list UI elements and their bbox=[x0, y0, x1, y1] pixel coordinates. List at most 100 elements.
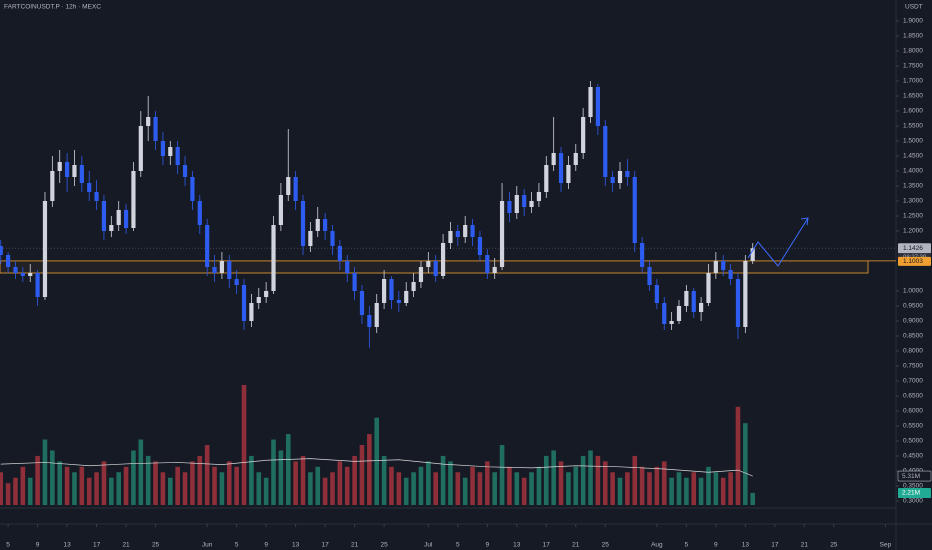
candle-body bbox=[367, 315, 372, 327]
volume-bar bbox=[160, 472, 166, 505]
candle-body bbox=[743, 261, 748, 327]
volume-bar bbox=[50, 450, 55, 505]
volume-bar bbox=[543, 455, 549, 505]
y-tick-label: 0.8000 bbox=[903, 348, 923, 355]
volume-bar bbox=[728, 472, 733, 505]
candle-body bbox=[278, 195, 283, 225]
volume-bar bbox=[698, 477, 704, 505]
candle-body bbox=[529, 201, 534, 207]
candle-body bbox=[433, 261, 438, 276]
volume-bar bbox=[212, 466, 217, 505]
x-tick-label: 5 bbox=[456, 542, 460, 549]
volume-bar bbox=[94, 472, 99, 505]
volume-bar bbox=[0, 472, 4, 505]
x-tick-label: 9 bbox=[264, 542, 268, 549]
candle-body bbox=[440, 243, 446, 276]
symbol-title: FARTCOINUSDT.P · 12h · MEXC bbox=[4, 4, 101, 11]
candle-body bbox=[249, 303, 254, 321]
y-tick-label: 1.8500 bbox=[903, 33, 923, 40]
volume-bar bbox=[536, 466, 542, 505]
volume-bar bbox=[617, 477, 623, 505]
volume-bar bbox=[477, 472, 483, 505]
candle-body bbox=[123, 210, 129, 228]
candle-body bbox=[588, 87, 593, 117]
y-tick-label: 1.3000 bbox=[903, 198, 923, 205]
volume-bar bbox=[5, 483, 11, 505]
candle-body bbox=[632, 177, 637, 243]
candle-body bbox=[337, 246, 342, 261]
candle-body bbox=[485, 255, 490, 273]
volume-bar bbox=[485, 461, 490, 505]
x-tick-label: 25 bbox=[830, 542, 838, 549]
candle-body bbox=[499, 201, 505, 267]
volume-bar bbox=[263, 477, 269, 505]
candle-body bbox=[116, 210, 121, 225]
x-tick-label: 9 bbox=[485, 542, 489, 549]
volume-bar bbox=[389, 466, 394, 505]
volume-bar bbox=[13, 477, 18, 505]
x-tick-label: 13 bbox=[292, 542, 300, 549]
candle-body bbox=[87, 183, 92, 192]
volume-bar bbox=[381, 455, 387, 505]
volume-bar bbox=[374, 417, 380, 505]
x-tick-label: 17 bbox=[543, 542, 551, 549]
y-tick-label: 1.7000 bbox=[903, 78, 923, 85]
volume-bar bbox=[27, 477, 33, 505]
volume-bar bbox=[403, 477, 409, 505]
x-tick-label: Jun bbox=[202, 542, 213, 549]
candle-body bbox=[190, 177, 195, 201]
volume-bar bbox=[42, 439, 48, 505]
volume-bar bbox=[64, 466, 70, 505]
y-tick-label: 1.0000 bbox=[903, 288, 923, 295]
volume-bar bbox=[639, 466, 645, 505]
zone-label: 1.1003 bbox=[903, 258, 923, 265]
volume-bar bbox=[676, 472, 682, 505]
x-tick-label: 21 bbox=[122, 542, 130, 549]
x-tick-label: Jul bbox=[424, 542, 433, 549]
candle-body bbox=[448, 231, 453, 243]
volume-bar bbox=[344, 466, 350, 505]
candle-body bbox=[662, 303, 667, 324]
candle-body bbox=[345, 261, 350, 273]
volume-bar bbox=[352, 455, 357, 505]
candle-body bbox=[595, 87, 600, 126]
volume-bar bbox=[35, 455, 40, 505]
volume-bar bbox=[706, 466, 711, 505]
candle-body bbox=[418, 267, 424, 282]
volume-bar bbox=[529, 472, 534, 505]
x-tick-label: 13 bbox=[742, 542, 750, 549]
x-tick-label: 9 bbox=[714, 542, 718, 549]
y-tick-label: 0.3000 bbox=[903, 498, 923, 505]
candle-body bbox=[728, 270, 733, 279]
candle-body bbox=[57, 162, 62, 171]
plot: 1.9000 1.8500 1.8000 1.7500 1.7000 1.6500 1.60… bbox=[0, 18, 923, 549]
candle-body bbox=[182, 165, 188, 177]
candle-body bbox=[315, 219, 320, 231]
volume-bar bbox=[285, 434, 291, 505]
x-tick-label: 21 bbox=[351, 542, 359, 549]
candle-body bbox=[50, 171, 55, 201]
y-tick-label: 1.5000 bbox=[903, 138, 923, 145]
y-tick-label: 1.6000 bbox=[903, 108, 923, 115]
x-tick-label: 21 bbox=[572, 542, 580, 549]
volume-bar bbox=[713, 472, 719, 505]
y-tick-label: 0.7500 bbox=[903, 363, 923, 370]
volume-bar bbox=[720, 477, 726, 505]
candle-body bbox=[241, 285, 247, 321]
candle-body bbox=[514, 195, 519, 213]
y-tick-label: 1.2500 bbox=[903, 213, 923, 220]
candle-body bbox=[20, 273, 25, 276]
candle-body bbox=[558, 153, 564, 183]
volume-bar bbox=[507, 466, 512, 505]
candle-body bbox=[522, 195, 527, 207]
y-tick-label: 1.7500 bbox=[903, 63, 923, 70]
candle-body bbox=[323, 219, 328, 231]
candle-body bbox=[79, 165, 84, 183]
candle-body bbox=[35, 273, 40, 297]
candle-body bbox=[426, 261, 431, 267]
projection-arrowhead bbox=[800, 217, 809, 226]
volume-bar bbox=[588, 450, 593, 505]
volume-bar bbox=[750, 492, 756, 505]
candle-body bbox=[477, 237, 483, 255]
